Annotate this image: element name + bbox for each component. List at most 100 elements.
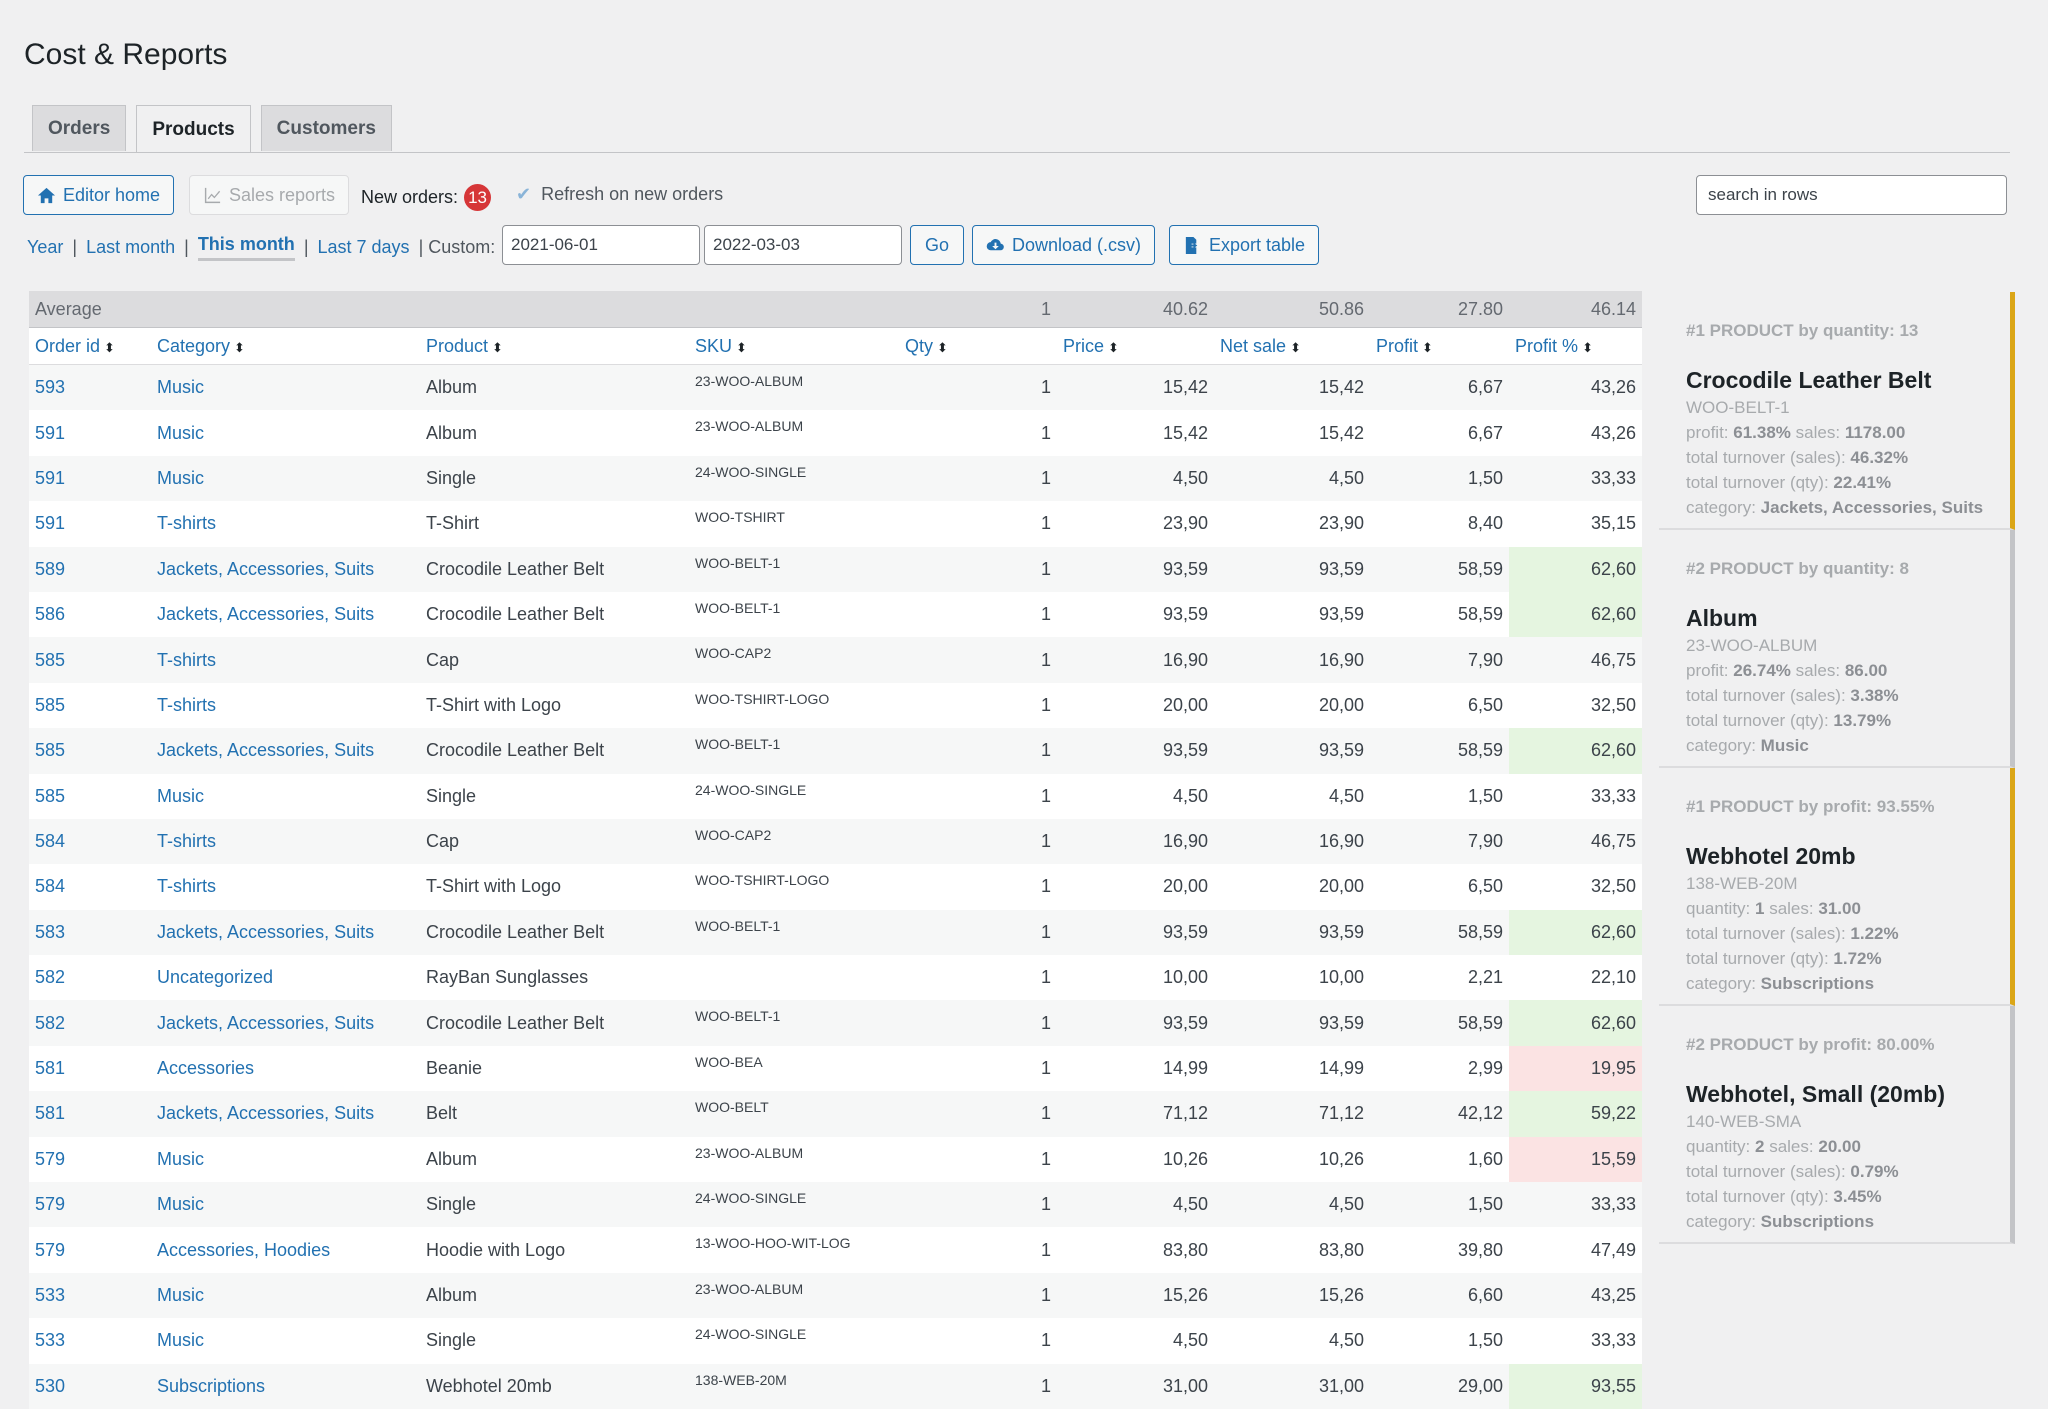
- tab-orders[interactable]: Orders: [32, 105, 127, 151]
- range-year[interactable]: Year: [27, 237, 64, 257]
- tab-customers[interactable]: Customers: [260, 105, 392, 151]
- order-id-link[interactable]: 579: [29, 1136, 151, 1183]
- order-id-link[interactable]: 591: [29, 501, 151, 547]
- profit-pct-cell: 62,60: [1509, 546, 1643, 592]
- price-cell: 93,59: [1057, 909, 1215, 956]
- go-button[interactable]: Go: [910, 225, 965, 265]
- category-links[interactable]: Music: [151, 455, 420, 502]
- order-id-link[interactable]: 591: [29, 455, 151, 502]
- col-net-sale[interactable]: Net sale ⬍: [1214, 327, 1371, 365]
- order-id-link[interactable]: 585: [29, 773, 151, 819]
- col-profit-pct[interactable]: Profit % ⬍: [1509, 327, 1643, 365]
- category-links[interactable]: Jackets, Accessories, Suits: [151, 728, 420, 774]
- price-cell: 4,50: [1057, 1182, 1215, 1228]
- category-links[interactable]: Subscriptions: [151, 1363, 420, 1409]
- date-from-input[interactable]: 2021-06-01: [502, 225, 700, 265]
- tab-products[interactable]: Products: [136, 105, 251, 153]
- card-line-3: total turnover (qty): 22.41%: [1686, 473, 1892, 492]
- category-links[interactable]: Music: [151, 1318, 420, 1364]
- sku-cell: 23-WOO-ALBUM: [689, 364, 900, 411]
- net-sale-cell: 20,00: [1214, 864, 1371, 910]
- card-product-name: Crocodile Leather Belt: [1686, 367, 1932, 393]
- order-id-link[interactable]: 533: [29, 1318, 151, 1364]
- col-qty[interactable]: Qty ⬍: [899, 327, 1058, 365]
- order-id-link[interactable]: 579: [29, 1227, 151, 1273]
- refresh-toggle[interactable]: ✔ Refresh on new orders: [516, 184, 723, 205]
- net-sale-cell: 15,26: [1214, 1272, 1371, 1319]
- category-links[interactable]: Jackets, Accessories, Suits: [151, 546, 420, 592]
- order-id-link[interactable]: 582: [29, 955, 151, 1001]
- profit-cell: 39,80: [1370, 1227, 1510, 1273]
- profit-cell: 58,59: [1370, 1000, 1510, 1046]
- date-range-links: Year | Last month | This month | Last 7 day…: [27, 234, 495, 261]
- export-table-button[interactable]: Export table: [1169, 225, 1320, 265]
- qty-cell: 1: [899, 591, 1058, 638]
- category-links[interactable]: Music: [151, 1136, 420, 1183]
- order-id-link[interactable]: 585: [29, 637, 151, 683]
- order-id-link[interactable]: 593: [29, 364, 151, 411]
- qty-cell: 1: [899, 546, 1058, 592]
- editor-home-button[interactable]: Editor home: [23, 175, 175, 215]
- qty-cell: 1: [899, 410, 1058, 456]
- average-row: Average 1 40.62 50.86 27.80 46.14: [29, 291, 1643, 328]
- category-links[interactable]: T-shirts: [151, 637, 420, 683]
- category-links[interactable]: T-shirts: [151, 682, 420, 729]
- col-sku[interactable]: SKU ⬍: [689, 327, 900, 365]
- category-links[interactable]: Jackets, Accessories, Suits: [151, 1091, 420, 1137]
- category-links[interactable]: Jackets, Accessories, Suits: [151, 591, 420, 638]
- table-row: 585 T-shirts Cap WOO-CAP2 1 16,90 16,90 7,90 46,…: [29, 637, 1643, 683]
- order-id-link[interactable]: 582: [29, 1000, 151, 1046]
- checkmark-icon[interactable]: ✔: [516, 184, 532, 204]
- category-links[interactable]: Music: [151, 773, 420, 819]
- order-id-link[interactable]: 533: [29, 1272, 151, 1319]
- search-input[interactable]: [1696, 175, 2007, 215]
- category-links[interactable]: Music: [151, 410, 420, 456]
- category-links[interactable]: Music: [151, 1272, 420, 1319]
- order-id-link[interactable]: 530: [29, 1363, 151, 1409]
- category-links[interactable]: Music: [151, 364, 420, 411]
- category-links[interactable]: Music: [151, 1182, 420, 1228]
- order-id-link[interactable]: 583: [29, 909, 151, 956]
- download-csv-button[interactable]: Download (.csv): [972, 225, 1156, 265]
- category-links[interactable]: Jackets, Accessories, Suits: [151, 909, 420, 956]
- category-links[interactable]: Jackets, Accessories, Suits: [151, 1000, 420, 1046]
- category-links[interactable]: T-shirts: [151, 864, 420, 910]
- col-order-id[interactable]: Order id ⬍: [29, 327, 151, 365]
- col-product[interactable]: Product ⬍: [420, 327, 689, 365]
- order-id-link[interactable]: 585: [29, 682, 151, 729]
- order-id-link[interactable]: 586: [29, 591, 151, 638]
- order-id-link[interactable]: 591: [29, 410, 151, 456]
- product-name: Crocodile Leather Belt: [420, 546, 689, 592]
- date-to-input[interactable]: 2022-03-03: [704, 225, 902, 265]
- download-csv-label: Download (.csv): [1012, 234, 1142, 255]
- profit-pct-cell: 46,75: [1509, 637, 1643, 683]
- category-links[interactable]: Uncategorized: [151, 955, 420, 1001]
- category-links[interactable]: Accessories: [151, 1045, 420, 1092]
- order-id-link[interactable]: 581: [29, 1045, 151, 1092]
- category-links[interactable]: T-shirts: [151, 501, 420, 547]
- profit-cell: 58,59: [1370, 591, 1510, 638]
- price-cell: 15,42: [1057, 364, 1215, 411]
- order-id-link[interactable]: 581: [29, 1091, 151, 1137]
- category-links[interactable]: Accessories, Hoodies: [151, 1227, 420, 1273]
- chart-line-icon: [204, 187, 221, 203]
- price-cell: 93,59: [1057, 591, 1215, 638]
- qty-cell: 1: [899, 1182, 1058, 1228]
- qty-cell: 1: [899, 1272, 1058, 1319]
- range-last-month[interactable]: Last month: [86, 237, 176, 257]
- order-id-link[interactable]: 584: [29, 864, 151, 910]
- sales-reports-label: Sales reports: [229, 184, 336, 205]
- range-this-month[interactable]: This month: [197, 234, 295, 261]
- col-category[interactable]: Category ⬍: [151, 327, 420, 365]
- order-id-link[interactable]: 584: [29, 818, 151, 865]
- order-id-link[interactable]: 589: [29, 546, 151, 592]
- category-links[interactable]: T-shirts: [151, 818, 420, 865]
- profit-pct-cell: 46,75: [1509, 818, 1643, 865]
- range-last-7-days[interactable]: Last 7 days: [317, 237, 410, 257]
- price-cell: 93,59: [1057, 546, 1215, 592]
- order-id-link[interactable]: 585: [29, 728, 151, 774]
- order-id-link[interactable]: 579: [29, 1182, 151, 1228]
- col-profit[interactable]: Profit ⬍: [1370, 327, 1510, 365]
- sales-reports-button[interactable]: Sales reports: [189, 175, 350, 215]
- col-price[interactable]: Price ⬍: [1057, 327, 1215, 365]
